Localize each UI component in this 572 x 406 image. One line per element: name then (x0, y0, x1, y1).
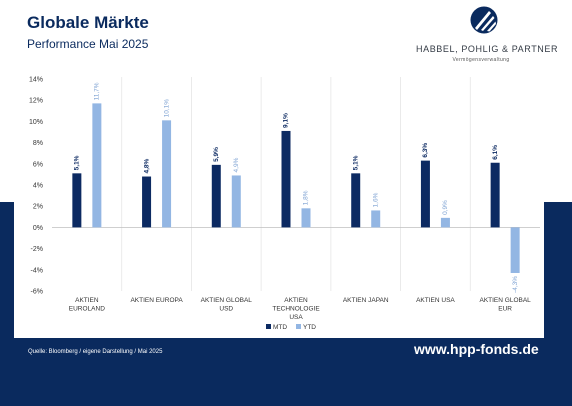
x-category-label: EUR (498, 306, 512, 313)
bar-ytd (301, 208, 311, 228)
data-label-ytd: 11,7% (94, 82, 101, 100)
data-label-ytd: 1,6% (372, 192, 379, 207)
data-label-mtd: 6,3% (422, 143, 429, 158)
data-label-mtd: 5,1% (352, 155, 359, 170)
x-category-label: AKTIEN GLOBAL (201, 297, 253, 304)
page-title: Globale Märkte (27, 13, 149, 32)
website-link[interactable]: www.hpp-fonds.de (414, 341, 539, 357)
legend-label-ytd: YTD (303, 324, 316, 331)
x-category-label: EUROLAND (69, 306, 105, 313)
data-label-mtd: 6,1% (492, 145, 499, 160)
bar-ytd (510, 227, 520, 273)
x-category-label: AKTIEN (75, 297, 99, 304)
bar-ytd (231, 175, 241, 228)
bar-mtd (351, 173, 361, 228)
legend-swatch-mtd (266, 324, 271, 329)
legend-label-mtd: MTD (273, 324, 287, 331)
bar-mtd (211, 164, 221, 228)
data-label-ytd: 10,1% (163, 99, 170, 118)
bar-mtd (490, 162, 500, 228)
bar-ytd (162, 120, 172, 228)
data-label-mtd: 9,1% (283, 113, 290, 128)
source-note: Quelle: Bloomberg / eigene Darstellung /… (28, 349, 163, 355)
data-label-ytd: 1,8% (303, 190, 310, 205)
y-tick-label: 10% (29, 119, 43, 126)
y-tick-label: -2% (31, 246, 43, 253)
y-tick-label: 12% (29, 98, 43, 105)
logo-tagline: Vermögensverwaltung (452, 57, 510, 63)
page-subtitle: Performance Mai 2025 (27, 37, 149, 51)
bar-mtd (420, 160, 430, 228)
bar-mtd (281, 130, 291, 228)
chart-card (14, 0, 544, 338)
bar-ytd (92, 103, 102, 228)
bar-mtd (142, 176, 152, 228)
data-label-ytd: 4,9% (233, 157, 240, 172)
x-category-label: AKTIEN JAPAN (343, 297, 389, 304)
bar-ytd (440, 217, 450, 228)
x-category-label: USA (289, 314, 303, 321)
y-tick-label: 6% (33, 161, 43, 168)
x-category-label: AKTIEN (284, 297, 308, 304)
x-category-label: AKTIEN GLOBAL (479, 297, 531, 304)
logo-company-name: HABBEL, POHLIG & PARTNER (416, 44, 559, 54)
x-category-label: AKTIEN USA (416, 297, 455, 304)
y-tick-label: 0% (33, 225, 43, 232)
data-label-mtd: 4,8% (143, 158, 150, 173)
bar-mtd (72, 173, 82, 228)
y-tick-label: 2% (33, 204, 43, 211)
y-tick-label: 14% (29, 77, 43, 84)
y-tick-label: -6% (31, 289, 43, 296)
data-label-mtd: 5,9% (213, 147, 220, 162)
x-category-label: AKTIEN EUROPA (130, 297, 183, 304)
legend-swatch-ytd (296, 324, 301, 329)
data-label-ytd: -4,3% (512, 276, 519, 293)
y-tick-label: -4% (31, 267, 43, 274)
bar-ytd (371, 210, 381, 228)
y-tick-label: 8% (33, 140, 43, 147)
logo-mark-icon (470, 6, 498, 34)
x-category-label: TECHNOLOGIE (272, 306, 320, 313)
data-label-ytd: 0,9% (442, 200, 449, 215)
data-label-mtd: 5,1% (74, 155, 81, 170)
x-category-label: USD (219, 306, 233, 313)
y-tick-label: 4% (33, 183, 43, 190)
company-logo: HABBEL, POHLIG & PARTNER Vermögensverwal… (416, 6, 559, 68)
